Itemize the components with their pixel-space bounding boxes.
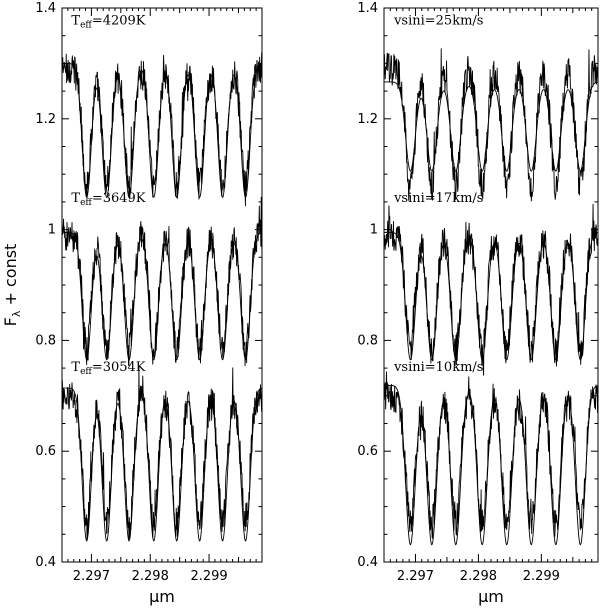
x-axis-label: μm	[478, 587, 504, 606]
model-spectrum-line	[62, 387, 262, 542]
y-tick-label: 1	[48, 223, 56, 238]
y-tick-label: 1.2	[35, 112, 56, 127]
x-tick-label: 2.299	[523, 569, 560, 584]
y-tick-label: 0.4	[35, 555, 56, 570]
y-tick-label: 0.8	[357, 333, 378, 348]
y-axis-label: Fλ + const	[1, 244, 23, 327]
panel-left: 0.4 0.6 0.8 1 1.2 1.4 2.297 2.298 2.299 μm Teff=42…	[35, 1, 263, 606]
model-spectrum-line	[384, 231, 598, 361]
x-tick-label: 2.298	[132, 569, 169, 584]
model-spectrum-line	[62, 231, 262, 361]
y-tick-label: 0.6	[35, 444, 56, 459]
y-tick-label: 1.4	[357, 1, 378, 16]
observed-spectrum-line	[384, 204, 598, 376]
y-tick-label: 0.8	[35, 333, 56, 348]
x-tick-label: 2.298	[460, 569, 497, 584]
stack-annotation: Teff=3054K	[71, 360, 145, 377]
observed-spectrum-line	[62, 196, 262, 367]
stack-annotation: vsini=10km/s	[393, 360, 483, 375]
model-spectrum-line	[62, 63, 262, 199]
y-tick-label: 1.4	[35, 1, 56, 16]
x-tick-label: 2.299	[190, 569, 227, 584]
observed-spectrum-line	[62, 366, 262, 540]
y-tick-label: 1	[370, 223, 378, 238]
model-spectrum-line	[384, 81, 598, 172]
model-spectrum-line	[384, 384, 598, 546]
stack-annotation: Teff=4209K	[71, 14, 145, 31]
y-tick-label: 0.6	[357, 444, 378, 459]
stack-annotation: Teff=3649K	[71, 191, 145, 208]
stack-annotation: vsini=17km/s	[393, 191, 483, 206]
panel-right: 0.4 0.6 0.8 1 1.2 1.4 2.297 2.298 2.299 μm vsini=2…	[357, 1, 599, 606]
observed-spectrum-line	[384, 371, 598, 539]
x-axis-label: μm	[149, 587, 175, 606]
stack-annotation: vsini=25km/s	[393, 14, 483, 29]
x-tick-label: 2.297	[73, 569, 110, 584]
x-tick-label: 2.297	[397, 569, 434, 584]
y-tick-label: 0.4	[357, 555, 378, 570]
y-tick-label: 1.2	[357, 112, 378, 127]
